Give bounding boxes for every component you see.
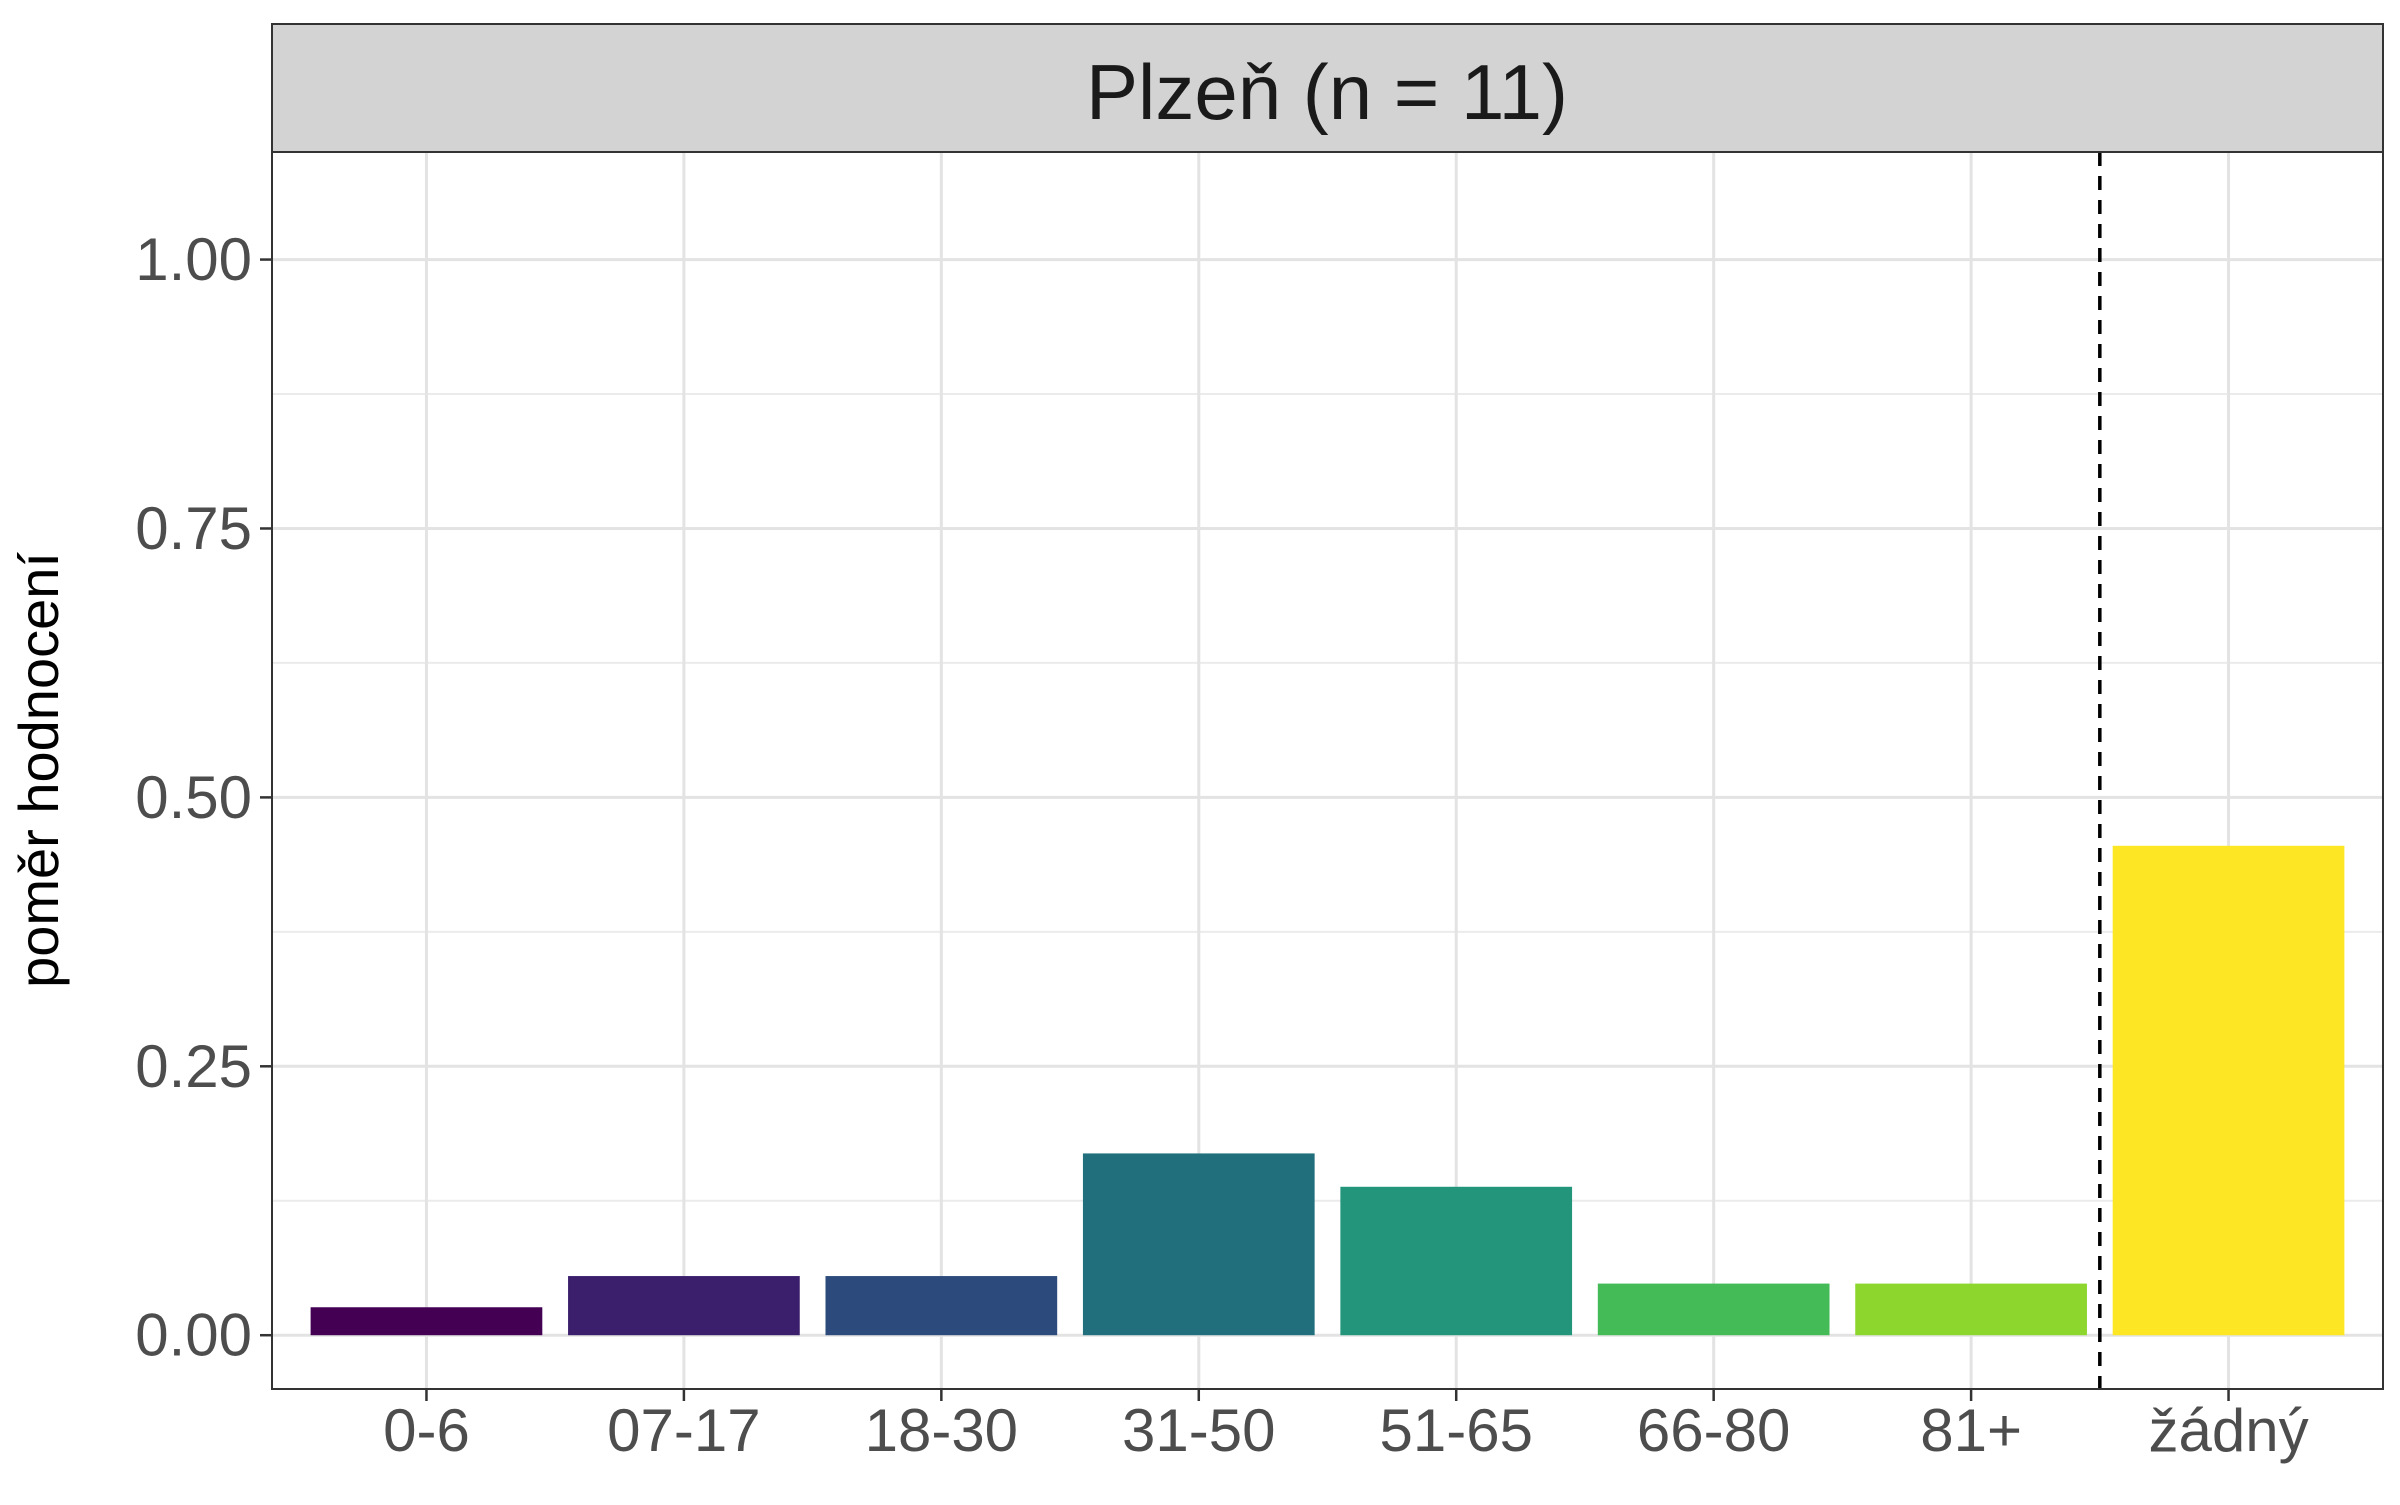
grid-layer: [272, 152, 2383, 1389]
y-tick-label: 0.75: [135, 495, 252, 562]
axis-layer: 0.00 0.25 0.50 0.75 1.00 0-6 07-17 18-30 31-50 51…: [135, 226, 2308, 1464]
facet-title: Plzeň (n = 11): [1086, 48, 1568, 136]
x-tick-label: 51-65: [1379, 1397, 1532, 1464]
bar-žádný: [2112, 845, 2345, 1336]
bar-31-50: [1082, 1153, 1315, 1336]
x-tick-label: 31-50: [1122, 1397, 1275, 1464]
x-tick-label: žádný: [2148, 1397, 2308, 1464]
y-tick-label: 0.00: [135, 1302, 252, 1369]
facet-strip: [271, 23, 2384, 153]
bar-layer: [310, 152, 2345, 1389]
x-tick-label: 0-6: [383, 1397, 470, 1464]
bar-51-65: [1340, 1186, 1573, 1336]
bar-07-17: [568, 1276, 800, 1336]
x-tick-label: 07-17: [607, 1397, 760, 1464]
y-tick-label: 0.50: [135, 764, 252, 831]
y-tick-label: 1.00: [135, 226, 252, 293]
bar-0-6: [310, 1307, 543, 1336]
x-tick-label: 18-30: [865, 1397, 1018, 1464]
y-axis-label: poměr hodnocení: [7, 552, 70, 988]
bar-18-30: [825, 1276, 1058, 1336]
bar-81+: [1855, 1283, 2087, 1336]
x-tick-label: 81+: [1920, 1397, 2022, 1464]
y-tick-label: 0.25: [135, 1033, 252, 1100]
x-tick-label: 66-80: [1637, 1397, 1790, 1464]
bar-66-80: [1597, 1283, 1830, 1336]
panel-border: [271, 151, 2384, 1390]
